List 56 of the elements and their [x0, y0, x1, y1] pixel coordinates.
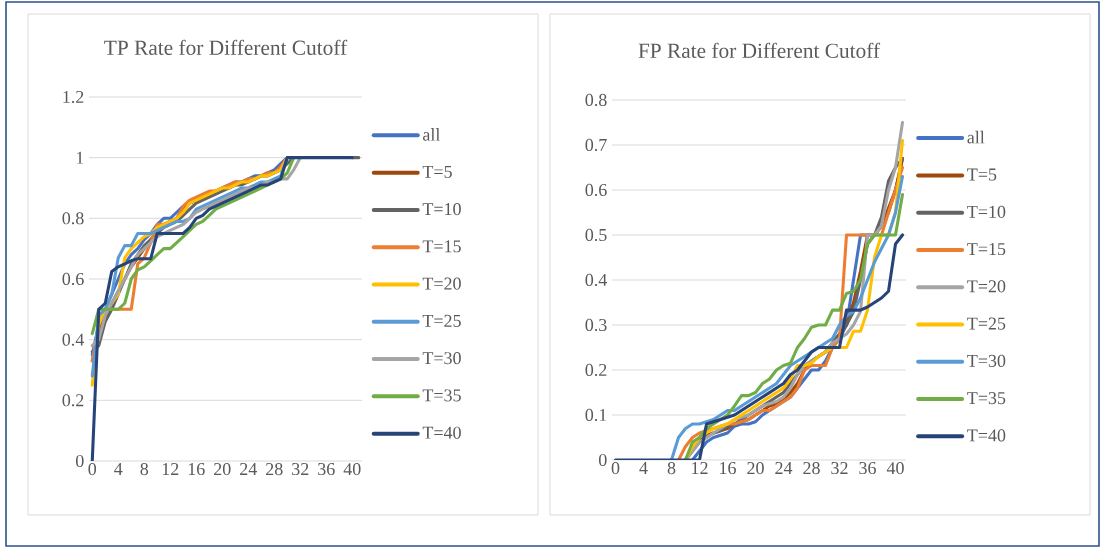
y-tick-label: 0.2 [62, 394, 84, 407]
x-tick-label: 12 [162, 463, 179, 475]
y-tick-label: 0.4 [585, 273, 608, 287]
legend-label: T=40 [967, 429, 1006, 442]
y-tick-label: 1.2 [63, 90, 84, 104]
legend-label: T=35 [422, 389, 461, 402]
legend-label: T=10 [967, 205, 1006, 218]
x-tick-label: 4 [114, 463, 123, 475]
x-tick-label: 16 [188, 463, 205, 476]
x-tick-label: 24 [240, 463, 257, 475]
legend-label: T=30 [422, 352, 461, 365]
y-tick-label: 0.4 [62, 333, 85, 346]
y-tick-label: 0.8 [585, 93, 607, 107]
x-tick-label: 32 [831, 462, 848, 475]
x-tick-label: 20 [214, 463, 231, 476]
legend-label: all [967, 130, 985, 144]
x-tick-label: 28 [266, 463, 283, 476]
legend-label: T=40 [422, 426, 461, 439]
x-tick-label: 32 [292, 463, 309, 476]
x-tick-label: 16 [720, 462, 736, 475]
y-tick-label: 0.5 [585, 228, 607, 242]
x-tick-label: 36 [318, 463, 335, 476]
x-tick-label: 0 [88, 463, 97, 476]
x-tick-label: 40 [886, 462, 904, 475]
x-tick-label: 40 [343, 463, 361, 476]
x-tick-label: 8 [140, 463, 149, 476]
x-tick-label: 28 [803, 462, 820, 475]
chart-title: TP Rate for Different Cutoff [104, 39, 348, 55]
legend-label: T=5 [422, 165, 452, 178]
legend-label: T=5 [967, 168, 997, 181]
x-tick-label: 4 [639, 462, 648, 474]
x-tick-label: 0 [611, 462, 620, 475]
x-tick-label: 20 [747, 462, 764, 475]
y-tick-label: 0.3 [585, 318, 607, 332]
legend-label: T=15 [967, 243, 1006, 256]
legend-label: T=20 [967, 280, 1006, 293]
x-tick-label: 36 [859, 462, 876, 475]
legend-label: T=35 [967, 392, 1006, 405]
y-tick-label: 0.6 [62, 272, 84, 286]
y-tick-label: 0.8 [62, 212, 84, 225]
chart-title: FP Rate for Different Cutoff [638, 42, 881, 58]
y-tick-label: 1 [76, 151, 84, 164]
x-tick-label: 24 [775, 462, 793, 474]
y-tick-label: 0.1 [585, 408, 607, 422]
legend-label: T=20 [422, 277, 461, 290]
x-tick-label: 8 [667, 462, 676, 475]
x-tick-label: 12 [692, 462, 708, 474]
y-tick-label: 0.7 [585, 138, 607, 152]
legend-label: T=10 [422, 203, 461, 216]
y-tick-label: 0.2 [585, 363, 607, 377]
y-tick-label: 0.6 [585, 183, 607, 197]
legend-label: T=25 [422, 314, 461, 327]
legend-label: T=25 [967, 317, 1006, 330]
legend-label: all [423, 128, 441, 141]
legend-label: T=15 [422, 240, 461, 253]
legend-label: T=30 [967, 354, 1006, 367]
